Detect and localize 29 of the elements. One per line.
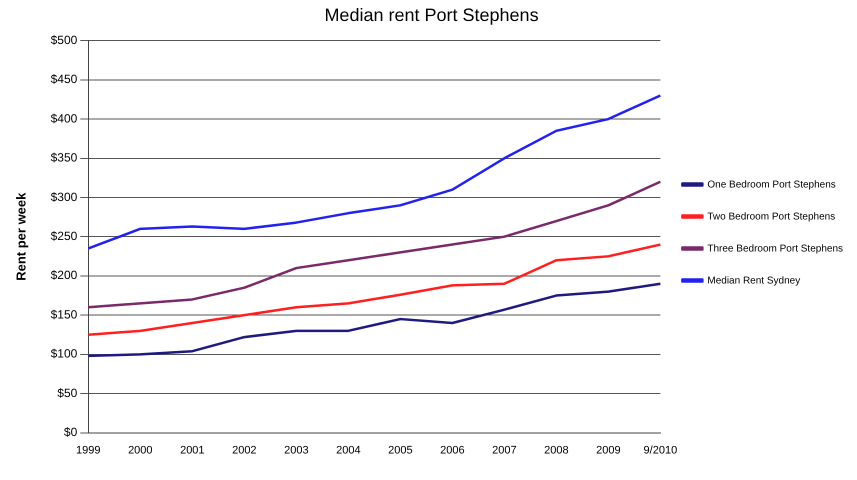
x-tick-label: 2006 [440, 444, 465, 456]
y-tick-label: $250 [50, 229, 78, 244]
x-tick-label: 1999 [76, 444, 101, 456]
x-tick-label: 2002 [232, 444, 257, 456]
y-tick-label: $300 [50, 190, 78, 204]
y-axis-title: Rent per week [13, 192, 28, 281]
x-tick-label: 2008 [544, 444, 569, 456]
y-tick-label: $150 [50, 307, 78, 322]
y-tick-label: $100 [50, 346, 78, 361]
y-tick-label: $500 [50, 32, 78, 47]
legend-label: Two Bedroom Port Stephens [707, 211, 836, 222]
legend-label: Median Rent Sydney [707, 275, 800, 286]
legend-label: Three Bedroom Port Stephens [707, 243, 844, 254]
y-tick-label: $50 [57, 386, 78, 400]
x-tick-label: 9/2010 [644, 444, 678, 456]
x-tick-label: 2001 [180, 444, 205, 456]
x-tick-label: 2000 [128, 444, 153, 456]
x-tick-label: 2009 [596, 444, 621, 456]
y-tick-label: $200 [50, 268, 78, 282]
x-tick-label: 2004 [336, 444, 361, 456]
y-tick-label: $400 [50, 111, 78, 126]
legend-label: One Bedroom Port Stephens [707, 179, 836, 190]
x-tick-label: 2007 [492, 444, 517, 456]
x-tick-label: 2005 [388, 444, 413, 456]
y-tick-label: $350 [50, 150, 78, 165]
y-tick-label: $450 [50, 72, 78, 86]
y-tick-label: $0 [64, 425, 78, 440]
chart-title: Median rent Port Stephens [324, 4, 539, 25]
x-tick-label: 2003 [284, 444, 309, 456]
